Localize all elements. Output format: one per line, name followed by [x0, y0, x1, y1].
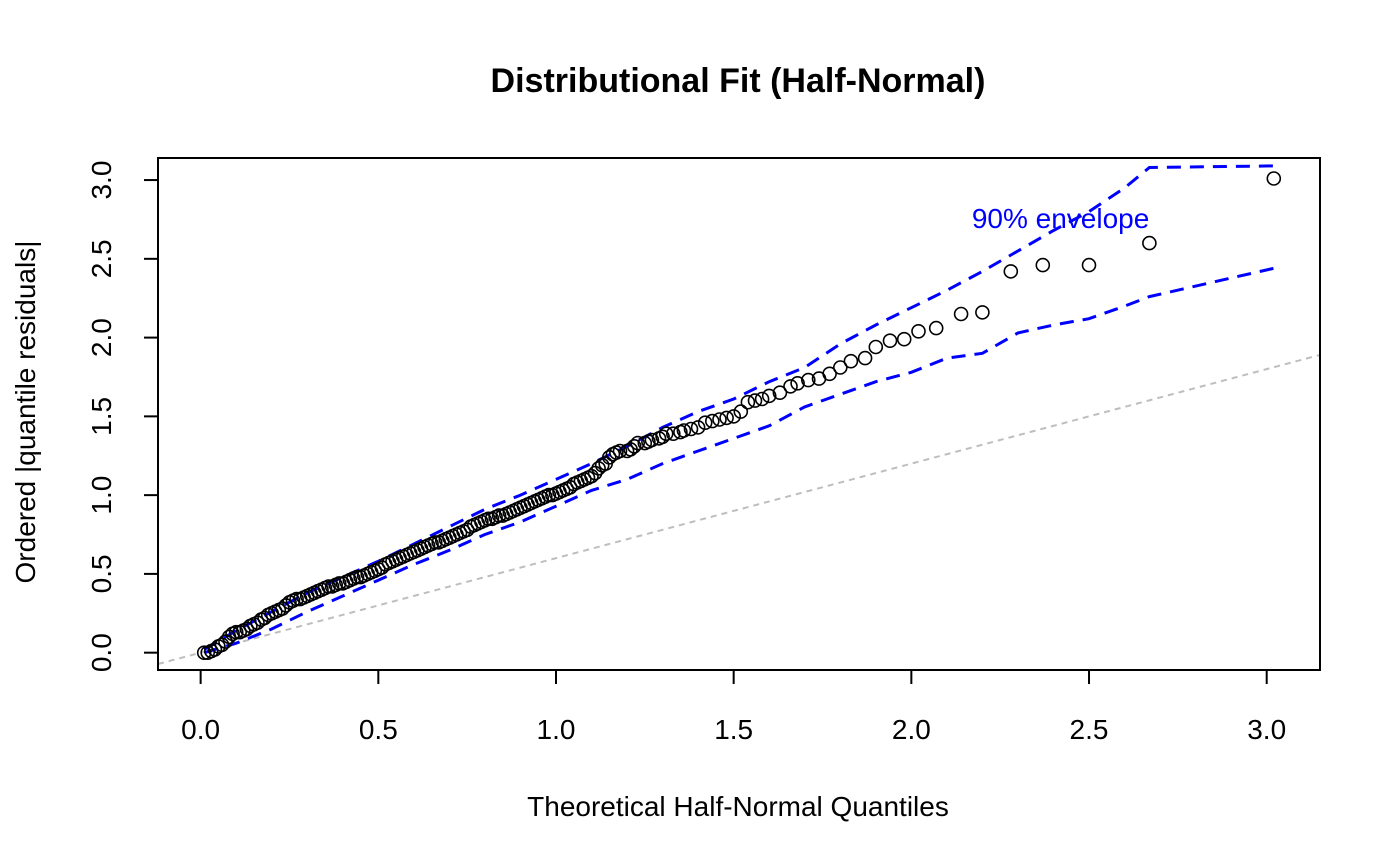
data-point — [655, 429, 670, 445]
data-point — [726, 409, 742, 424]
data-point — [754, 391, 770, 407]
x-tick-label: 0.5 — [359, 714, 398, 745]
data-point — [541, 487, 557, 503]
data-point — [882, 333, 898, 349]
x-tick-label: 1.0 — [537, 714, 576, 745]
data-point — [601, 449, 617, 465]
envelope-annotation: 90% envelope — [972, 203, 1149, 234]
data-point — [676, 423, 692, 438]
data-point — [427, 535, 443, 550]
data-point — [747, 393, 763, 408]
data-point — [832, 360, 848, 375]
data-point — [896, 331, 912, 347]
data-point — [612, 443, 628, 459]
data-point — [257, 610, 272, 626]
data-point — [800, 372, 816, 388]
data-point — [1142, 235, 1157, 251]
data-point — [278, 598, 294, 613]
data-point — [207, 642, 223, 657]
reference-line-layer — [157, 353, 1321, 665]
data-point — [719, 410, 734, 426]
x-tick-label: 2.0 — [892, 714, 931, 745]
data-point — [975, 305, 990, 320]
data-point — [704, 413, 720, 429]
x-tick-label: 3.0 — [1247, 714, 1286, 745]
y-tick-label: 2.0 — [86, 318, 117, 357]
data-point — [783, 379, 798, 394]
y-axis: 0.0 0.5 1.0 1.5 2.0 2.5 3.0 — [86, 161, 159, 672]
data-point — [331, 576, 347, 591]
data-point — [733, 404, 749, 419]
data-point — [321, 579, 336, 594]
data-point — [481, 511, 496, 527]
data-point — [1035, 257, 1051, 273]
x-tick-label: 2.5 — [1070, 714, 1109, 745]
data-point — [761, 388, 777, 404]
chart-title: Distributional Fit (Half-Normal) — [491, 62, 986, 100]
data-point — [740, 394, 756, 410]
data-point — [562, 479, 578, 495]
data-point — [644, 432, 660, 448]
data-point — [790, 375, 805, 391]
data-point — [857, 350, 873, 366]
data-point — [690, 420, 706, 435]
data-point — [626, 438, 642, 454]
y-tick-label: 1.0 — [86, 476, 117, 515]
data-point — [491, 508, 507, 523]
data-point — [772, 385, 788, 401]
data-point — [374, 560, 390, 575]
y-tick-label: 3.0 — [86, 161, 117, 200]
data-point — [683, 421, 699, 437]
envelope-lower-line — [203, 266, 1275, 655]
envelope-layer — [203, 164, 1275, 655]
data-point — [928, 320, 944, 336]
data-point — [228, 624, 244, 640]
data-point — [591, 461, 606, 476]
data-point — [868, 339, 884, 355]
reference-line — [157, 353, 1321, 665]
data-point — [658, 426, 674, 442]
y-tick-label: 2.5 — [86, 239, 117, 278]
data-point — [1003, 264, 1019, 279]
data-point — [822, 366, 837, 382]
y-tick-label: 0.0 — [86, 633, 117, 672]
data-point — [953, 306, 969, 322]
plot-frame — [157, 157, 1321, 671]
data-point — [349, 569, 365, 585]
data-point — [843, 353, 859, 369]
data-point — [665, 426, 681, 442]
x-tick-label: 1.5 — [714, 714, 753, 745]
data-point — [630, 435, 646, 451]
envelope-upper-line — [203, 164, 1274, 651]
points-layer — [196, 171, 1282, 661]
data-point — [250, 615, 265, 631]
data-point — [697, 415, 713, 431]
y-axis-label: Ordered |quantile residuals| — [10, 241, 41, 584]
y-tick-label: 0.5 — [86, 554, 117, 593]
data-point — [196, 645, 212, 661]
y-tick-label: 1.5 — [86, 397, 117, 436]
data-point — [1266, 171, 1282, 186]
data-point — [239, 621, 255, 637]
x-axis: 0.0 0.5 1.0 1.5 2.0 2.5 3.0 — [181, 669, 1286, 745]
data-point — [459, 522, 475, 538]
data-point — [289, 591, 304, 607]
data-point — [911, 323, 926, 339]
data-point — [712, 412, 727, 427]
x-tick-label: 0.0 — [181, 714, 220, 745]
x-axis-label: Theoretical Half-Normal Quantiles — [527, 791, 949, 822]
data-point — [1081, 257, 1097, 273]
